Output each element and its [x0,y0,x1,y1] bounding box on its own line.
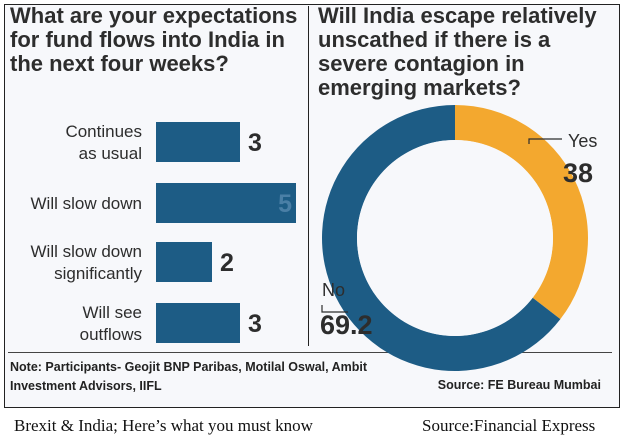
right-chart-title: Will India escape relatively unscathed i… [318,3,597,100]
bar-category-label: significantly [54,264,142,283]
caption-source: Source:Financial Express [422,416,596,435]
bar-category-label: as usual [79,144,142,163]
bar-category-label: Will slow down [31,242,142,261]
bar [156,122,240,162]
participants-note: Note: Participants- Geojit BNP Paribas, … [10,360,368,393]
bar [156,303,240,343]
donut-slice-no [322,105,561,371]
bar-value-label: 2 [220,249,234,277]
panel-divider [308,6,309,346]
yes-leader-line [528,138,562,144]
image-caption: Brexit & India; Here’s what you must kno… [0,410,627,440]
bar-value-label: 5 [278,190,292,218]
donut-slice-yes [455,105,588,320]
bar [156,183,296,223]
no-leader-line [321,305,348,313]
footer-divider [8,352,612,353]
bar-category-label: Will slow down [31,194,142,213]
no-label: No [322,280,345,300]
bar-category-label: outflows [80,325,142,344]
yes-label: Yes [568,131,597,151]
source-credit: Source: FE Bureau Mumbai [437,378,601,392]
left-chart-title: What are your expectations for fund flow… [10,3,298,76]
bar-category-label: Will see [82,303,142,322]
yes-value-label: 38 [563,158,593,188]
bar [156,242,212,282]
no-value-label: 69.2 [320,310,373,340]
bar-value-label: 3 [248,129,262,157]
bar-category-label: Continues [65,122,142,141]
bar-value-label: 3 [248,310,262,338]
caption-headline: Brexit & India; Here’s what you must kno… [14,416,313,435]
donut-hole [357,140,553,336]
